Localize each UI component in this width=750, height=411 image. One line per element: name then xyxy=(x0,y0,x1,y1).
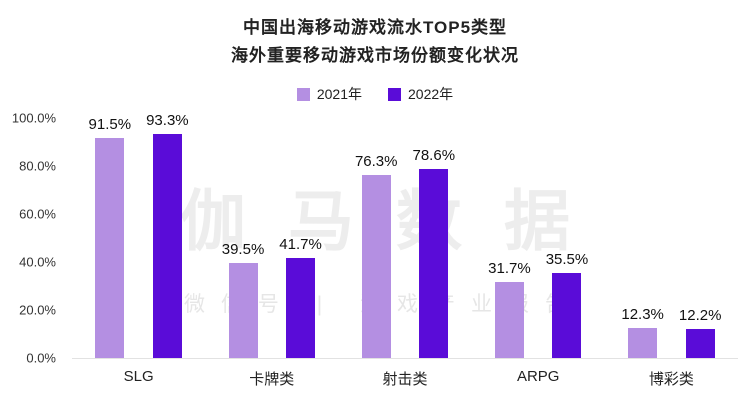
chart-title-line1: 中国出海移动游戏流水TOP5类型 xyxy=(242,18,508,37)
bar-value-label: 12.3% xyxy=(621,306,664,324)
chart-title: 中国出海移动游戏流水TOP5类型 海外重要移动游戏市场份额变化状况 xyxy=(0,14,750,70)
bar xyxy=(628,328,658,358)
bar-column: 12.3% xyxy=(621,306,664,358)
bar xyxy=(95,138,125,358)
bar-value-label: 12.2% xyxy=(678,306,722,324)
bar-group: 31.7% 35.5% xyxy=(472,118,605,358)
bar-value-label: 76.3% xyxy=(354,152,398,170)
bar-column: 39.5% xyxy=(221,241,265,358)
bar-column: 91.5% xyxy=(88,116,132,358)
bar-value-label: 41.7% xyxy=(279,235,322,253)
bar-column: 78.6% xyxy=(412,147,456,358)
legend-swatch-2022 xyxy=(388,87,401,101)
category-label: 卡牌类 xyxy=(249,371,295,388)
y-tick-label: 80.0% xyxy=(19,158,56,174)
bar-column: 41.7% xyxy=(279,236,322,358)
chart-title-line2: 海外重要移动游戏市场份额变化状况 xyxy=(231,46,519,65)
bar xyxy=(552,272,582,358)
bar-column: 31.7% xyxy=(488,260,531,358)
plot-area: 91.5% 93.3% 39.5% 41.7% 76.3% 78.6% 31.7% 35.5%… xyxy=(72,112,738,359)
bar xyxy=(286,257,316,358)
bar-value-label: 35.5% xyxy=(545,250,589,268)
bar-group: 12.3% 12.2% xyxy=(605,118,738,358)
bar-value-label: 78.6% xyxy=(412,147,456,165)
y-axis: 100.0% 80.0% 60.0% 40.0% 20.0% 0.0% xyxy=(0,111,62,366)
bar-value-label: 91.5% xyxy=(88,116,132,134)
category-label: ARPG xyxy=(516,368,560,385)
bar-group: 39.5% 41.7% xyxy=(205,118,338,358)
category-axis: SLG 卡牌类 射击类 ARPG 博彩类 xyxy=(72,368,738,389)
bar-column: 12.2% xyxy=(678,306,722,358)
bar xyxy=(685,328,715,358)
bar xyxy=(361,174,391,358)
y-tick-label: 20.0% xyxy=(19,302,56,318)
legend-swatch-2021 xyxy=(296,87,310,101)
bar-value-label: 93.3% xyxy=(146,112,189,130)
y-tick-label: 40.0% xyxy=(19,254,56,270)
legend-item-2021: 2021年 xyxy=(296,84,362,104)
bar-value-label: 31.7% xyxy=(488,259,531,277)
bar-group: 91.5% 93.3% xyxy=(72,112,205,358)
category-label: 射击类 xyxy=(382,371,428,388)
legend: 2021年 2022年 xyxy=(0,84,750,104)
legend-label-2021: 2021年 xyxy=(316,86,362,102)
bar-group: 76.3% 78.6% xyxy=(338,118,471,358)
bar-value-label: 39.5% xyxy=(221,241,265,259)
bar xyxy=(228,263,258,358)
bar-column: 76.3% xyxy=(355,153,398,358)
y-tick-label: 60.0% xyxy=(19,206,56,222)
bar xyxy=(152,134,182,358)
bar xyxy=(494,281,524,358)
bar xyxy=(419,169,449,358)
legend-item-2022: 2022年 xyxy=(388,84,453,104)
y-tick-label: 0.0% xyxy=(26,350,56,366)
bar-column: 35.5% xyxy=(545,250,589,358)
bar-column: 93.3% xyxy=(146,112,189,358)
category-label: SLG xyxy=(123,368,154,385)
legend-label-2022: 2022年 xyxy=(408,86,454,102)
category-label: 博彩类 xyxy=(648,371,694,388)
y-tick-label: 100.0% xyxy=(11,110,56,126)
